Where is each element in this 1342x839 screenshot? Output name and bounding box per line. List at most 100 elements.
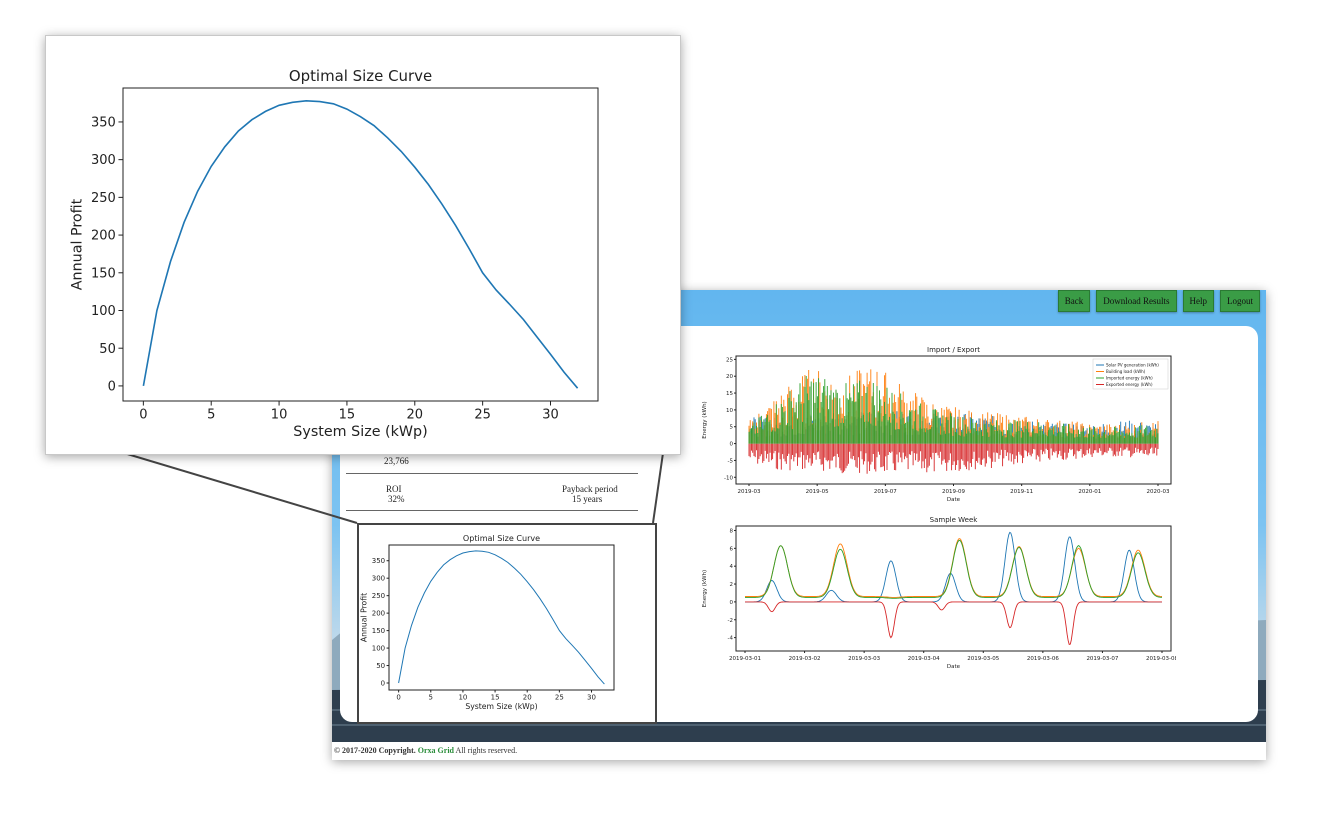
y-axis-label: Annual Profit bbox=[69, 198, 85, 290]
x-tick-label: 5 bbox=[429, 693, 433, 701]
x-tick-label: 15 bbox=[491, 693, 500, 701]
y-tick-label: -10 bbox=[724, 475, 733, 481]
y-axis-label: Energy (kWh) bbox=[702, 401, 708, 438]
profit-curve bbox=[142, 99, 579, 389]
x-tick-label: 2019-05 bbox=[806, 489, 829, 495]
optimal-size-chart-zoom: Optimal Size Curve 0 5 10 15 20 25 30 0 50 100 150 2… bbox=[45, 35, 681, 455]
connector-line bbox=[652, 452, 664, 524]
x-tick-label: 2019-09 bbox=[942, 489, 965, 495]
x-tick-label: 10 bbox=[271, 408, 288, 423]
y-tick-label: 350 bbox=[91, 115, 116, 130]
week-series-4 bbox=[745, 601, 1162, 645]
x-tick-label: 0 bbox=[396, 693, 400, 701]
y-axis-label: Energy (kWh) bbox=[702, 570, 708, 607]
x-tick-label: 25 bbox=[474, 408, 491, 423]
x-tick-label: 2019-03-08 bbox=[1146, 656, 1176, 662]
chart-title: Optimal Size Curve bbox=[463, 534, 540, 543]
y-tick-label: 0 bbox=[730, 600, 734, 606]
y-tick-label: 50 bbox=[376, 662, 385, 670]
plot-frame bbox=[122, 87, 599, 402]
y-tick-label: 8 bbox=[730, 528, 734, 534]
y-tick-label: 2 bbox=[730, 582, 734, 588]
connector-line bbox=[123, 452, 358, 524]
x-tick-label: 2020-01 bbox=[1078, 489, 1101, 495]
x-tick-label: 30 bbox=[587, 693, 596, 701]
x-tick-label: 2019-03-06 bbox=[1027, 656, 1059, 662]
x-tick-label: 2020-03 bbox=[1147, 489, 1170, 495]
y-tick-label: 150 bbox=[372, 627, 385, 635]
series-line-4 bbox=[748, 443, 1159, 474]
plot-frame bbox=[388, 544, 615, 691]
logout-button[interactable]: Logout bbox=[1220, 290, 1260, 312]
download-results-button[interactable]: Download Results bbox=[1096, 290, 1177, 312]
divider bbox=[346, 473, 638, 474]
y-tick-label: 6 bbox=[730, 546, 734, 552]
x-tick-label: 20 bbox=[407, 408, 424, 423]
x-tick-label: 2019-11 bbox=[1010, 489, 1033, 495]
chart-title: Sample Week bbox=[930, 516, 979, 524]
x-tick-label: 2019-03-02 bbox=[789, 656, 821, 662]
y-tick-label: 10 bbox=[726, 408, 733, 414]
y-tick-label: 100 bbox=[91, 304, 116, 319]
roi-value: 32% bbox=[388, 494, 405, 504]
partial-stat-value: 23,766 bbox=[384, 456, 409, 466]
back-button[interactable]: Back bbox=[1057, 290, 1091, 312]
payback-label: Payback period bbox=[562, 484, 618, 494]
y-tick-label: 25 bbox=[726, 357, 733, 363]
y-tick-label: 4 bbox=[730, 564, 734, 570]
x-axis-label: Date bbox=[947, 497, 961, 503]
x-tick-label: 20 bbox=[523, 693, 532, 701]
x-tick-label: 30 bbox=[542, 408, 559, 423]
optimal-size-chart-highlight: Optimal Size Curve 0 5 10 15 20 25 30 0 50 100 150 2… bbox=[357, 523, 657, 724]
y-tick-label: 50 bbox=[99, 342, 116, 357]
y-tick-label: 150 bbox=[91, 266, 116, 281]
footer-brand-link[interactable]: Orxa Grid bbox=[417, 746, 454, 755]
y-tick-label: 300 bbox=[372, 575, 385, 583]
x-tick-label: 15 bbox=[339, 408, 356, 423]
y-tick-label: 250 bbox=[372, 592, 385, 600]
x-tick-label: 2019-03-07 bbox=[1086, 656, 1118, 662]
y-tick-label: 15 bbox=[726, 391, 733, 397]
x-tick-label: 2019-03 bbox=[738, 489, 761, 495]
legend-entry: Imported energy (kWh) bbox=[1106, 376, 1153, 381]
chart-title: Optimal Size Curve bbox=[289, 67, 432, 85]
x-tick-label: 25 bbox=[555, 693, 564, 701]
footer-copyright: © 2017-2020 Copyright. bbox=[334, 746, 416, 755]
x-tick-label: 2019-03-04 bbox=[908, 656, 940, 662]
series-line-3 bbox=[748, 376, 1159, 444]
x-tick-label: 2019-03-05 bbox=[967, 656, 999, 662]
sample-week-chart: Sample Week -4 -2 0 2 4 6 8 2019-03-01 2019-03-02… bbox=[702, 516, 1176, 670]
payback-value: 15 years bbox=[572, 494, 603, 504]
plot-frame bbox=[735, 525, 1172, 652]
top-nav: Back Download Results Help Logout bbox=[1057, 290, 1260, 312]
y-tick-label: 300 bbox=[91, 153, 116, 168]
x-tick-label: 5 bbox=[207, 408, 215, 423]
x-tick-label: 2019-03-03 bbox=[848, 656, 880, 662]
y-axis-label: Annual Profit bbox=[360, 593, 369, 642]
x-axis-label: Date bbox=[947, 664, 961, 670]
legend-entry: Exported energy (kWh) bbox=[1106, 382, 1153, 387]
help-button[interactable]: Help bbox=[1182, 290, 1214, 312]
profit-curve bbox=[398, 550, 605, 685]
footer: © 2017-2020 Copyright. Orxa Grid All rig… bbox=[332, 742, 1266, 760]
y-tick-label: 200 bbox=[372, 610, 385, 618]
y-tick-label: -5 bbox=[728, 458, 734, 464]
legend-entry: Building load (kWh) bbox=[1106, 369, 1146, 374]
x-tick-label: 2019-03-01 bbox=[729, 656, 761, 662]
week-series-3 bbox=[745, 539, 1162, 599]
y-tick-label: 200 bbox=[91, 229, 116, 244]
chart-title: Import / Export bbox=[927, 346, 980, 354]
y-tick-label: -2 bbox=[728, 618, 733, 624]
y-tick-label: 0 bbox=[381, 679, 385, 687]
x-tick-label: 0 bbox=[139, 408, 147, 423]
y-tick-label: -4 bbox=[728, 636, 734, 642]
import-export-chart: Import / Export -10 -5 0 5 10 15 20 25 2019-03 201… bbox=[702, 346, 1172, 503]
y-tick-label: 0 bbox=[108, 379, 116, 394]
y-tick-label: 250 bbox=[91, 191, 116, 206]
x-axis-label: System Size (kWp) bbox=[465, 702, 537, 711]
legend-entry: Solar PV generation (kWh) bbox=[1106, 363, 1159, 368]
x-tick-label: 2019-07 bbox=[874, 489, 897, 495]
